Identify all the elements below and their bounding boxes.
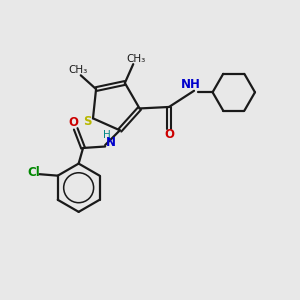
Text: H: H — [103, 130, 111, 140]
Text: CH₃: CH₃ — [68, 65, 87, 75]
Text: Cl: Cl — [28, 166, 40, 179]
Text: NH: NH — [181, 78, 200, 91]
Text: O: O — [68, 116, 78, 130]
Text: N: N — [106, 136, 116, 148]
Text: CH₃: CH₃ — [127, 54, 146, 64]
Text: S: S — [83, 115, 92, 128]
Text: O: O — [164, 128, 174, 141]
